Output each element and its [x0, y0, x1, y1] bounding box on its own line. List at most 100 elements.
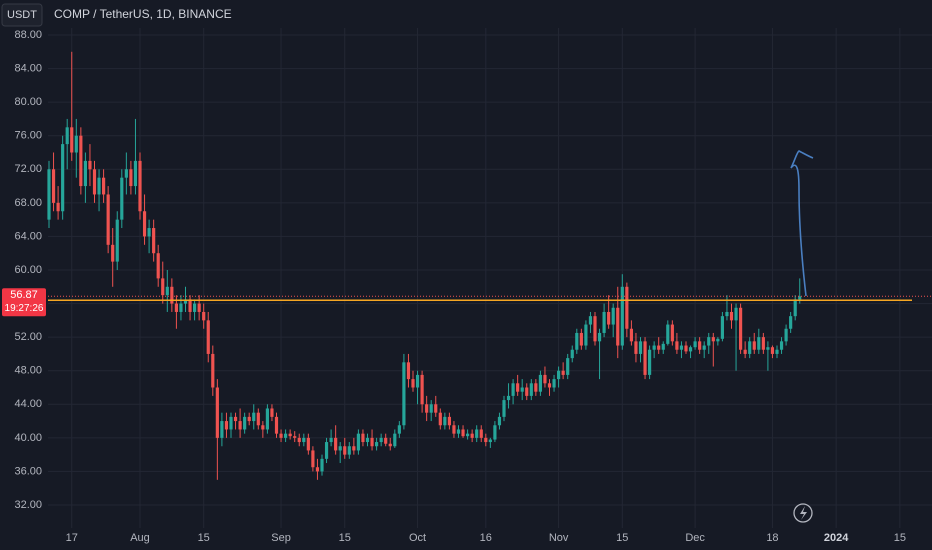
candle-body — [511, 383, 515, 396]
candle-body — [775, 349, 779, 354]
candle-body — [302, 437, 306, 443]
candle-body — [466, 433, 470, 437]
candle-body — [757, 337, 761, 350]
y-tick-label: 80.00 — [14, 96, 42, 108]
candle-body — [425, 404, 429, 413]
candle-body — [447, 416, 451, 426]
candle-body — [379, 437, 383, 443]
candle-body — [470, 433, 474, 438]
candle-body — [493, 425, 497, 440]
y-tick-label: 32.00 — [14, 499, 42, 511]
candle-body — [525, 387, 529, 396]
currency-box[interactable] — [1, 3, 43, 27]
x-tick-label: Dec — [685, 532, 705, 544]
candle-body — [479, 429, 483, 438]
candle-body — [329, 437, 333, 443]
candle-body — [233, 416, 238, 422]
candle-body — [284, 433, 288, 438]
candle-body — [729, 311, 734, 321]
candle-body — [311, 450, 315, 468]
candle-body — [475, 429, 479, 438]
candle-body — [798, 296, 802, 300]
candle-body — [584, 324, 588, 346]
candle-body — [566, 358, 570, 375]
candle-body — [420, 374, 424, 405]
y-tick-label: 60.00 — [14, 264, 42, 276]
candle-body — [429, 404, 433, 413]
y-tick-label: 40.00 — [14, 432, 42, 444]
candle-body — [634, 341, 638, 354]
candle-body — [252, 412, 256, 422]
candle-body — [365, 437, 370, 443]
candle-body — [789, 316, 793, 329]
candle-body — [456, 429, 461, 434]
candle-body — [79, 135, 83, 187]
candle-body — [638, 341, 643, 354]
candle-body — [720, 316, 724, 339]
candle-body — [779, 341, 784, 350]
candle-body — [725, 311, 729, 317]
y-tick-label: 48.00 — [14, 365, 42, 377]
candle-body — [111, 244, 115, 262]
candle-body — [561, 370, 565, 375]
candle-body — [534, 383, 538, 392]
candle-body — [520, 387, 524, 392]
candle-body — [51, 169, 56, 203]
candle-body — [393, 433, 397, 447]
candle-body — [320, 458, 324, 472]
candle-body — [657, 345, 661, 350]
candle-body — [206, 320, 210, 354]
candle-body — [597, 332, 602, 342]
y-tick-label: 52.00 — [14, 331, 42, 343]
candle-body — [593, 316, 597, 342]
x-tick-label: 16 — [480, 532, 492, 544]
candle-body — [716, 338, 720, 342]
candle-body — [734, 307, 738, 321]
y-tick-label: 88.00 — [14, 29, 42, 41]
candle-body — [106, 194, 110, 245]
candle-body — [129, 169, 133, 187]
candle-body — [670, 324, 674, 342]
candle-body — [666, 324, 670, 344]
candle-body — [575, 332, 579, 350]
candle-body — [197, 303, 201, 312]
price-label: 56.87 — [10, 289, 38, 301]
candle-body — [97, 177, 101, 195]
candle-body — [338, 446, 342, 451]
candle-body — [324, 442, 329, 459]
candle-body — [74, 135, 78, 153]
candle-body — [675, 341, 679, 350]
candle-body — [648, 349, 652, 375]
candle-body — [220, 421, 224, 438]
x-tick-label: 15 — [198, 532, 210, 544]
candle-body — [315, 467, 320, 472]
candle-body — [356, 433, 360, 451]
candle-body — [684, 345, 688, 352]
candle-body — [643, 341, 647, 375]
candle-body — [766, 347, 770, 350]
x-tick-label: Oct — [409, 532, 426, 544]
candle-body — [174, 303, 178, 312]
candle-body — [88, 160, 92, 170]
candle-body — [602, 311, 606, 333]
candle-body — [138, 160, 142, 212]
candle-body — [707, 337, 711, 346]
y-tick-label: 84.00 — [14, 62, 42, 74]
candle-body — [279, 433, 283, 438]
x-tick-label: 15 — [616, 532, 628, 544]
candle-body — [516, 383, 520, 392]
candle-body — [124, 169, 128, 178]
candle-body — [415, 374, 420, 388]
candle-body — [161, 278, 165, 296]
candle-body — [506, 395, 511, 401]
candle-body — [70, 127, 74, 153]
candle-body — [152, 228, 156, 254]
candle-body — [743, 349, 747, 354]
candle-body — [352, 446, 356, 451]
candle-body — [579, 332, 583, 346]
candle-body — [397, 425, 401, 434]
candle-body — [761, 337, 765, 350]
lightning-icon[interactable] — [793, 503, 813, 523]
candle-body — [388, 443, 392, 447]
candle-body — [347, 446, 351, 455]
